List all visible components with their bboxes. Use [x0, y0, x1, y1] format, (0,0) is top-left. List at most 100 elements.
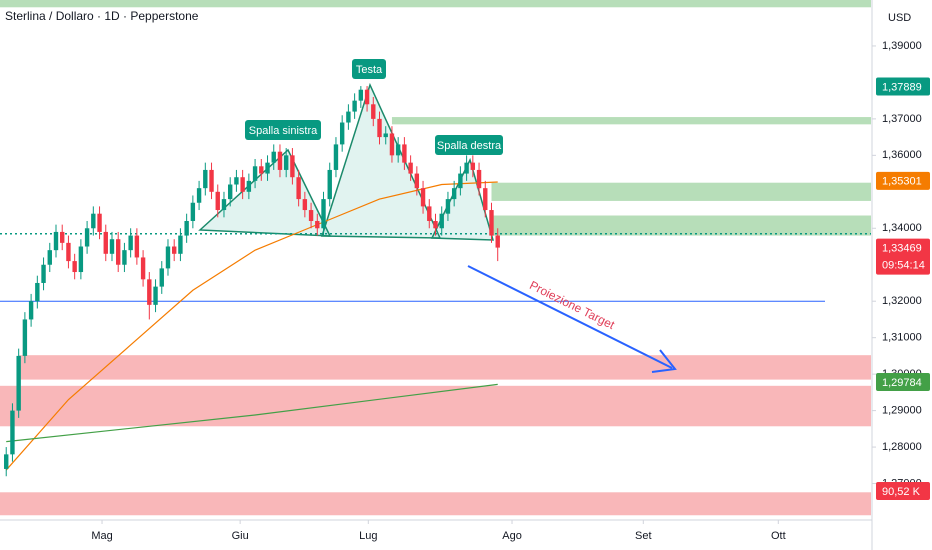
price-label-box: [876, 238, 930, 275]
candle-body: [78, 246, 84, 273]
moving-average: [6, 383, 498, 443]
annotation-box: [245, 120, 321, 140]
candle-body: [165, 246, 171, 269]
candle-body: [377, 118, 382, 138]
candle-body: [495, 235, 500, 248]
candle-body: [445, 199, 451, 214]
candle-body: [122, 250, 127, 265]
target-label: Proiezione Target: [527, 278, 617, 332]
zone: [391, 117, 871, 125]
candle-body: [103, 231, 108, 254]
y-tick-label: 1,36000: [882, 149, 922, 161]
candle-body: [184, 220, 189, 236]
price-label: 1,35301: [882, 176, 922, 188]
candle-body: [128, 235, 133, 251]
y-tick-label: 1,32000: [882, 295, 922, 307]
zone: [0, 0, 871, 8]
candle-body: [10, 410, 15, 455]
candle-body: [41, 264, 46, 283]
countdown: 09:54:14: [882, 260, 925, 272]
candle-body: [221, 199, 227, 211]
x-tick-label: Set: [635, 530, 652, 542]
candle-body: [47, 250, 52, 265]
candle-body: [408, 162, 413, 174]
candle-body: [66, 242, 71, 262]
zone: [0, 492, 871, 516]
candle-body: [28, 301, 34, 320]
y-tick-label: 1,31000: [882, 332, 922, 344]
zone: [18, 355, 871, 380]
candle-body: [97, 213, 102, 232]
candle-body: [402, 144, 407, 163]
candle-body: [290, 155, 295, 178]
candle-body: [116, 239, 121, 265]
candle-body: [296, 177, 301, 200]
candle-body: [84, 228, 90, 247]
candle-body: [371, 104, 376, 119]
candle-body: [72, 261, 77, 273]
price-label: 1,37889: [882, 81, 922, 93]
candle-body: [283, 155, 289, 170]
candle-body: [315, 220, 320, 229]
price-label: 1,29784: [882, 377, 922, 389]
candle-body: [439, 213, 444, 229]
x-tick-label: Lug: [359, 530, 377, 542]
candle-body: [364, 89, 370, 105]
candle-body: [433, 220, 438, 229]
candle-body: [147, 279, 152, 305]
target-arrow: [467, 265, 673, 369]
candle-body: [470, 162, 476, 170]
candle-body: [215, 191, 220, 211]
x-tick-label: Giu: [232, 530, 249, 542]
price-label-box: [876, 373, 930, 392]
candle-body: [246, 180, 252, 192]
zone: [491, 215, 871, 236]
candle-body: [302, 199, 308, 211]
candle-body: [259, 166, 264, 174]
candle-body: [159, 268, 164, 287]
candle-body: [414, 173, 420, 189]
candle-body: [53, 231, 59, 251]
y-tick-label: 1,39000: [882, 40, 922, 52]
candle-body: [483, 188, 488, 211]
candle-body: [352, 100, 357, 112]
annotation-label: Spalla destra: [437, 140, 502, 152]
annotation-label: Spalla sinistra: [249, 125, 318, 137]
candle-body: [389, 133, 395, 156]
candle-body: [358, 89, 364, 101]
candle-body: [172, 246, 177, 254]
candle-body: [308, 210, 314, 221]
candle-body: [271, 151, 276, 163]
candle-body: [339, 122, 345, 145]
candle-body: [458, 173, 463, 189]
right-shoulder-shape: [430, 157, 495, 241]
candle-body: [35, 282, 40, 302]
candle-body: [383, 133, 388, 138]
candle-body: [4, 454, 9, 469]
candle-body: [16, 355, 21, 411]
candle-body: [153, 286, 158, 305]
candle-body: [203, 169, 208, 189]
candle-body: [190, 202, 196, 221]
candle-body: [346, 111, 351, 123]
candle-body: [420, 188, 426, 207]
candle-body: [178, 235, 183, 254]
zone: [491, 182, 871, 201]
price-label: 1,33469: [882, 243, 922, 255]
x-tick-label: Mag: [91, 530, 112, 542]
annotation-box: [435, 135, 503, 155]
candle-body: [227, 184, 233, 200]
y-tick-label: 1,28000: [882, 441, 922, 453]
candle-body: [464, 162, 469, 174]
y-tick-label: 1,29000: [882, 405, 922, 417]
candle-body: [234, 177, 239, 185]
candle-body: [196, 188, 202, 203]
title: Sterlina / Dollaro · 1D · Pepperstone: [5, 9, 199, 23]
x-tick-label: Ott: [771, 530, 786, 542]
candle-body: [140, 257, 146, 280]
y-tick-label: 1,37000: [882, 113, 922, 125]
candle-body: [240, 177, 245, 192]
candle-body: [277, 151, 283, 170]
